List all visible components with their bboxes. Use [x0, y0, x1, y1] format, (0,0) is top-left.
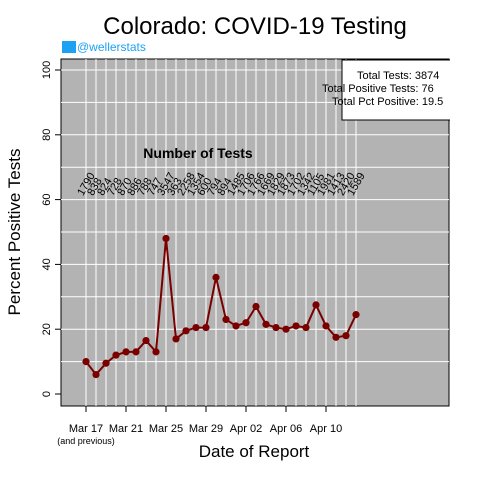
- summary-box: Total Tests: 3874 Total Positive Tests: …: [322, 59, 461, 121]
- y-tick-label: 60: [41, 193, 53, 205]
- x-tick-label: Apr 02: [230, 423, 262, 435]
- summary-total-tests: Total Tests: 3874: [357, 70, 439, 82]
- twitter-icon: [62, 41, 76, 53]
- data-point: [162, 234, 170, 243]
- x-tick-label: Mar 25: [149, 423, 183, 435]
- y-axis-title: Percent Positive Tests: [5, 149, 24, 316]
- data-point: [292, 322, 300, 330]
- summary-box-frame: [341, 59, 461, 121]
- y-axis: 0 20 40 60 80 100: [41, 61, 61, 397]
- chart-title: Colorado: COVID-19 Testing: [103, 13, 407, 40]
- data-point: [102, 359, 110, 367]
- x-tick-label: Mar 21: [109, 423, 143, 435]
- data-point: [82, 358, 90, 366]
- y-tick-label: 100: [41, 61, 53, 79]
- data-point: [302, 323, 310, 332]
- x-tick-sublabel: (and previous): [57, 436, 115, 446]
- twitter-handle[interactable]: @wellerstats: [62, 40, 146, 54]
- data-point: [222, 315, 230, 324]
- data-point: [182, 327, 190, 335]
- data-point: [202, 323, 210, 332]
- data-point: [142, 336, 150, 345]
- data-point: [172, 335, 180, 343]
- handle-text: @wellerstats: [77, 40, 146, 54]
- x-tick-label: Mar 17: [69, 423, 103, 435]
- summary-total-positive: Total Positive Tests: 76: [322, 83, 434, 95]
- data-point: [122, 348, 130, 356]
- summary-total-pct: Total Pct Positive: 19.5: [332, 96, 443, 108]
- x-tick-label: Mar 29: [189, 423, 223, 435]
- data-point: [352, 311, 360, 319]
- data-point: [132, 348, 140, 356]
- data-point: [192, 323, 200, 332]
- data-point: [242, 319, 250, 327]
- data-point: [312, 301, 320, 309]
- y-tick-label: 0: [41, 391, 53, 397]
- data-point: [92, 370, 100, 379]
- x-tick-label: Apr 06: [270, 423, 302, 435]
- data-point: [272, 323, 280, 332]
- page-edge-mask: [450, 59, 480, 129]
- data-point: [152, 348, 160, 356]
- x-tick-label: Apr 10: [310, 423, 342, 435]
- y-tick-label: 80: [41, 129, 53, 141]
- series-line: [82, 234, 360, 379]
- test-counts: 1790838824728870886788747354736322581354…: [75, 171, 368, 198]
- data-point: [322, 322, 330, 330]
- data-point: [262, 320, 270, 328]
- count-annotation: Number of Tests: [143, 145, 253, 161]
- series-polyline: [85, 238, 357, 377]
- data-point: [212, 273, 220, 281]
- x-axis-title: Date of Report: [199, 442, 310, 461]
- data-point: [232, 322, 240, 330]
- data-point: [332, 333, 340, 341]
- y-tick-label: 20: [41, 323, 53, 335]
- data-point: [342, 332, 350, 340]
- data-point: [282, 325, 290, 333]
- grid-lines: [61, 59, 449, 406]
- data-point: [112, 351, 120, 359]
- data-point: [252, 302, 260, 311]
- y-tick-label: 40: [41, 258, 53, 270]
- x-axis: Mar 17 Mar 21 Mar 25 Mar 29 Apr 02 Apr 06 Apr …: [57, 406, 342, 446]
